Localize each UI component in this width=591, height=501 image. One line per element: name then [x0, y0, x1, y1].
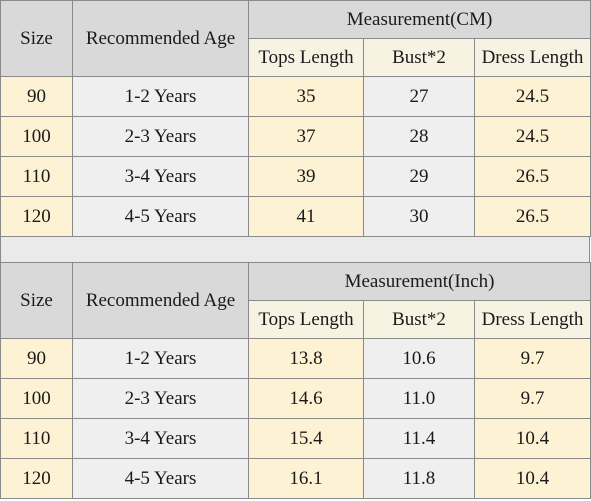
size-cell: 120 [0, 196, 73, 237]
age-cell: 4-5 Years [72, 196, 249, 237]
size-cell: 120 [0, 458, 73, 499]
tops-cell: 35 [248, 76, 364, 117]
dress-cell: 10.4 [473, 458, 591, 499]
table-row: 100 2-3 Years 37 28 24.5 [0, 116, 591, 157]
tops-cell: 15.4 [248, 418, 364, 459]
tops-length-header: Tops Length [248, 38, 364, 77]
table-row: 90 1-2 Years 35 27 24.5 [0, 76, 591, 117]
tops-cell: 41 [248, 196, 364, 237]
age-cell: 4-5 Years [72, 458, 249, 499]
age-header: Recommended Age [72, 0, 249, 77]
bust-cell: 30 [363, 196, 475, 237]
size-cell: 110 [0, 418, 73, 459]
bust-cell: 27 [363, 76, 475, 117]
table-separator [0, 237, 590, 262]
dress-cell: 9.7 [473, 338, 591, 379]
bust-cell: 28 [363, 116, 475, 157]
size-header: Size [0, 0, 73, 77]
tops-cell: 39 [248, 156, 364, 197]
bust-cell: 11.0 [363, 378, 475, 419]
bust-header: Bust*2 [363, 300, 475, 339]
tops-cell: 13.8 [248, 338, 364, 379]
age-cell: 2-3 Years [72, 378, 249, 419]
age-cell: 1-2 Years [72, 338, 249, 379]
size-table-cm: Size Recommended Age Measurement(CM) Top… [0, 0, 591, 237]
size-cell: 90 [0, 76, 73, 117]
bust-cell: 11.4 [363, 418, 475, 459]
bust-cell: 11.8 [363, 458, 475, 499]
table-row: 110 3-4 Years 39 29 26.5 [0, 156, 591, 197]
dress-cell: 26.5 [473, 156, 591, 197]
size-cell: 100 [0, 378, 73, 419]
table-row: 100 2-3 Years 14.6 11.0 9.7 [0, 378, 591, 419]
measurement-group-header: Measurement(Inch) [247, 262, 591, 301]
age-cell: 1-2 Years [72, 76, 249, 117]
table-row: 120 4-5 Years 41 30 26.5 [0, 196, 591, 237]
age-cell: 3-4 Years [72, 156, 249, 197]
tops-cell: 14.6 [248, 378, 364, 419]
dress-length-header: Dress Length [473, 300, 591, 339]
table-row: 120 4-5 Years 16.1 11.8 10.4 [0, 458, 591, 499]
tops-cell: 16.1 [248, 458, 364, 499]
dress-cell: 10.4 [473, 418, 591, 459]
dress-cell: 9.7 [473, 378, 591, 419]
tops-length-header: Tops Length [248, 300, 364, 339]
dress-length-header: Dress Length [473, 38, 591, 77]
dress-cell: 26.5 [473, 196, 591, 237]
bust-cell: 29 [363, 156, 475, 197]
size-cell: 100 [0, 116, 73, 157]
dress-cell: 24.5 [473, 76, 591, 117]
tops-cell: 37 [248, 116, 364, 157]
size-cell: 110 [0, 156, 73, 197]
age-cell: 3-4 Years [72, 418, 249, 459]
size-table-inch: Size Recommended Age Measurement(Inch) T… [0, 262, 591, 499]
bust-cell: 10.6 [363, 338, 475, 379]
table-row: 110 3-4 Years 15.4 11.4 10.4 [0, 418, 591, 459]
table-row: 90 1-2 Years 13.8 10.6 9.7 [0, 338, 591, 379]
measurement-group-header: Measurement(CM) [247, 0, 591, 39]
age-header: Recommended Age [72, 262, 249, 339]
dress-cell: 24.5 [473, 116, 591, 157]
size-cell: 90 [0, 338, 73, 379]
age-cell: 2-3 Years [72, 116, 249, 157]
bust-header: Bust*2 [363, 38, 475, 77]
size-header: Size [0, 262, 73, 339]
